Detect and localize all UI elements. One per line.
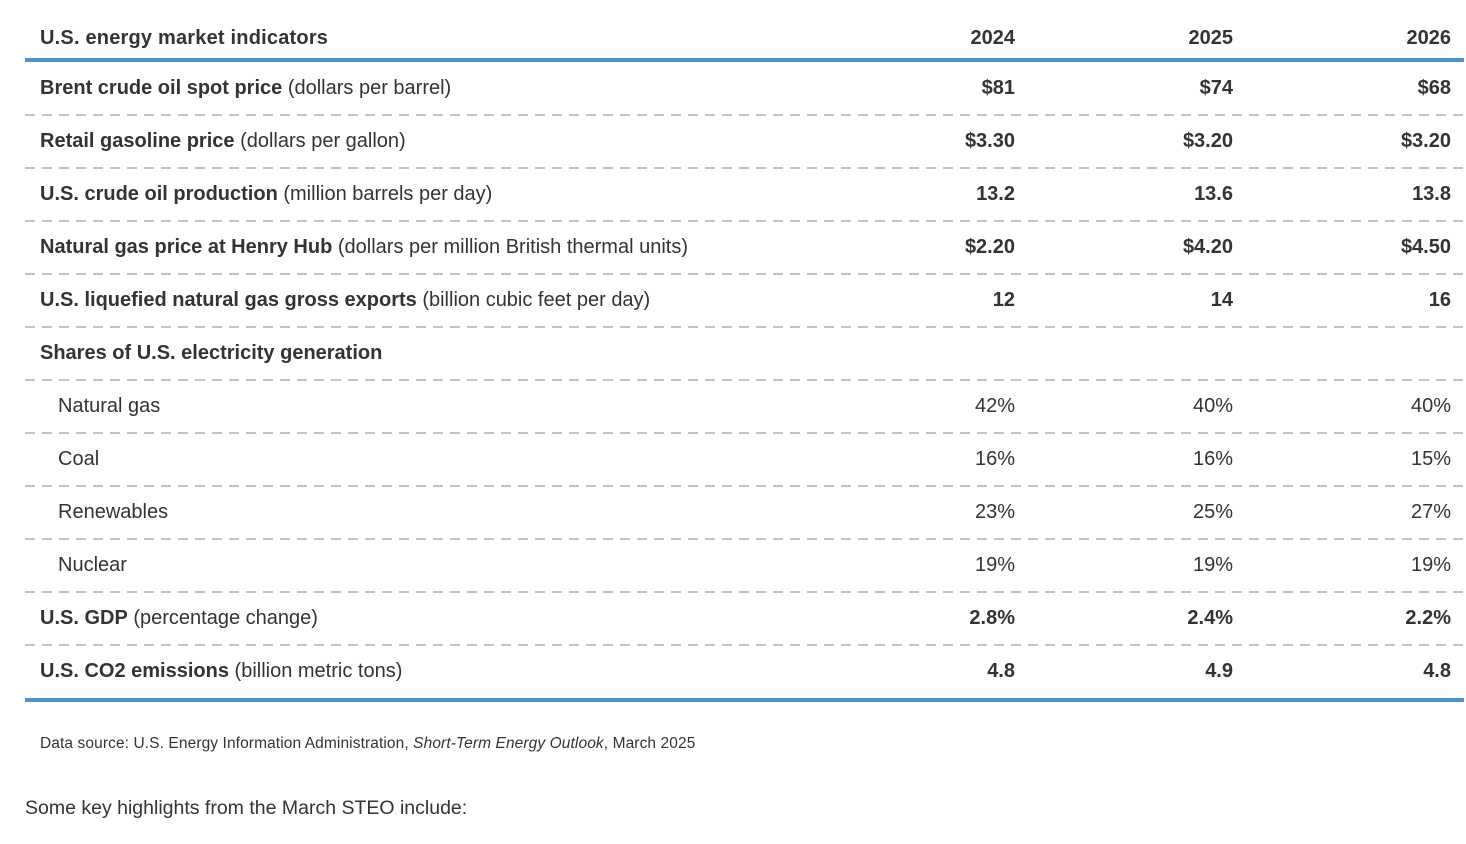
value-2024: 4.8 [987, 660, 1015, 682]
indicator-label: Natural gas [58, 395, 161, 417]
indicator-label: Retail gasoline price [40, 130, 235, 152]
indicator-label: U.S. liquefied natural gas gross exports [40, 289, 417, 311]
table-body: Brent crude oil spot price (dollars per … [25, 62, 1464, 702]
indicator-cell: Retail gasoline price (dollars per gallo… [25, 130, 797, 153]
value-2025: 13.6 [1194, 183, 1233, 205]
value-2024: $3.30 [964, 130, 1015, 152]
indicator-unit: (dollars per gallon) [240, 130, 406, 152]
value-2024: 19% [974, 554, 1015, 576]
value-2026: 13.8 [1412, 183, 1451, 205]
year-header-2026: 2026 [1406, 27, 1452, 49]
value-2026: 15% [1410, 448, 1451, 470]
indicator-label: U.S. GDP [40, 607, 128, 629]
value-2024: $81 [981, 77, 1015, 99]
indicator-cell: U.S. CO2 emissions (billion metric tons) [25, 660, 797, 683]
row-share-nuclear: Nuclear 19% 19% 19% [25, 539, 1464, 593]
indicator-cell: Renewables [25, 501, 797, 524]
year-header-2025: 2025 [1188, 27, 1234, 49]
indicator-cell: Brent crude oil spot price (dollars per … [25, 77, 797, 100]
value-2026: 4.8 [1423, 660, 1451, 682]
value-2026: 27% [1410, 501, 1451, 523]
value-2024: 16% [974, 448, 1015, 470]
table-title: U.S. energy market indicators [40, 27, 329, 49]
indicator-cell: Shares of U.S. electricity generation [25, 342, 797, 365]
indicator-cell: Natural gas price at Henry Hub (dollars … [25, 236, 797, 259]
value-2026: $4.50 [1400, 236, 1451, 258]
year-header-2024: 2024 [970, 27, 1016, 49]
value-2026: $3.20 [1400, 130, 1451, 152]
indicator-cell: Nuclear [25, 554, 797, 577]
indicator-cell: U.S. GDP (percentage change) [25, 607, 797, 630]
row-share-natural-gas: Natural gas 42% 40% 40% [25, 380, 1464, 434]
row-co2-emissions: U.S. CO2 emissions (billion metric tons)… [25, 645, 1464, 698]
row-brent-crude-price: Brent crude oil spot price (dollars per … [25, 62, 1464, 116]
value-2024: 13.2 [976, 183, 1015, 205]
indicator-label: Brent crude oil spot price [40, 77, 283, 99]
value-2026: 19% [1410, 554, 1451, 576]
value-2024: 42% [974, 395, 1015, 417]
value-2025: 16% [1192, 448, 1233, 470]
indicator-cell: U.S. liquefied natural gas gross exports… [25, 289, 797, 312]
section-label: Shares of U.S. electricity generation [40, 342, 383, 364]
data-source-prefix: Data source: U.S. Energy Information Adm… [40, 735, 414, 752]
indicator-cell: Natural gas [25, 395, 797, 418]
value-2024: $2.20 [964, 236, 1015, 258]
data-source-suffix: , March 2025 [603, 735, 696, 752]
value-2025: 14 [1210, 289, 1233, 311]
row-electricity-shares-header: Shares of U.S. electricity generation [25, 327, 1464, 381]
table-header-row: U.S. energy market indicators 2024 2025 … [25, 19, 1464, 62]
value-2025: 4.9 [1205, 660, 1233, 682]
indicator-cell: Coal [25, 448, 797, 471]
data-source-publication: Short-Term Energy Outlook [413, 735, 604, 752]
value-2024: 12 [992, 289, 1015, 311]
data-source-note: Data source: U.S. Energy Information Adm… [25, 735, 1464, 753]
indicator-unit: (percentage change) [133, 607, 318, 629]
value-2026: 40% [1410, 395, 1451, 417]
value-2025: 19% [1192, 554, 1233, 576]
indicator-label: Natural gas price at Henry Hub [40, 236, 333, 258]
value-2026: $68 [1417, 77, 1451, 99]
row-henry-hub-gas-price: Natural gas price at Henry Hub (dollars … [25, 221, 1464, 275]
indicator-label: U.S. CO2 emissions [40, 660, 229, 682]
indicator-unit: (million barrels per day) [283, 183, 493, 205]
value-2025: $4.20 [1182, 236, 1233, 258]
row-crude-oil-production: U.S. crude oil production (million barre… [25, 168, 1464, 222]
row-share-renewables: Renewables 23% 25% 27% [25, 486, 1464, 540]
row-share-coal: Coal 16% 16% 15% [25, 433, 1464, 487]
indicator-label: U.S. crude oil production [40, 183, 278, 205]
indicator-label: Coal [58, 448, 100, 470]
value-2025: 40% [1192, 395, 1233, 417]
row-lng-gross-exports: U.S. liquefied natural gas gross exports… [25, 274, 1464, 328]
value-2024: 2.8% [969, 607, 1015, 629]
row-retail-gasoline-price: Retail gasoline price (dollars per gallo… [25, 115, 1464, 169]
indicator-unit: (dollars per million British thermal uni… [337, 236, 688, 258]
indicator-unit: (billion metric tons) [234, 660, 403, 682]
indicator-unit: (dollars per barrel) [287, 77, 452, 99]
indicator-label: Renewables [58, 501, 169, 523]
indicator-label: Nuclear [58, 554, 127, 576]
indicator-cell: U.S. crude oil production (million barre… [25, 183, 797, 206]
highlights-intro: Some key highlights from the March STEO … [25, 797, 468, 819]
value-2025: 25% [1192, 501, 1233, 523]
value-2026: 2.2% [1405, 607, 1451, 629]
value-2025: 2.4% [1187, 607, 1233, 629]
value-2026: 16 [1428, 289, 1451, 311]
value-2024: 23% [974, 501, 1015, 523]
value-2025: $3.20 [1182, 130, 1233, 152]
value-2025: $74 [1199, 77, 1233, 99]
row-gdp: U.S. GDP (percentage change) 2.8% 2.4% 2… [25, 592, 1464, 646]
indicator-unit: (billion cubic feet per day) [422, 289, 651, 311]
energy-indicators-table: U.S. energy market indicators 2024 2025 … [25, 19, 1464, 753]
